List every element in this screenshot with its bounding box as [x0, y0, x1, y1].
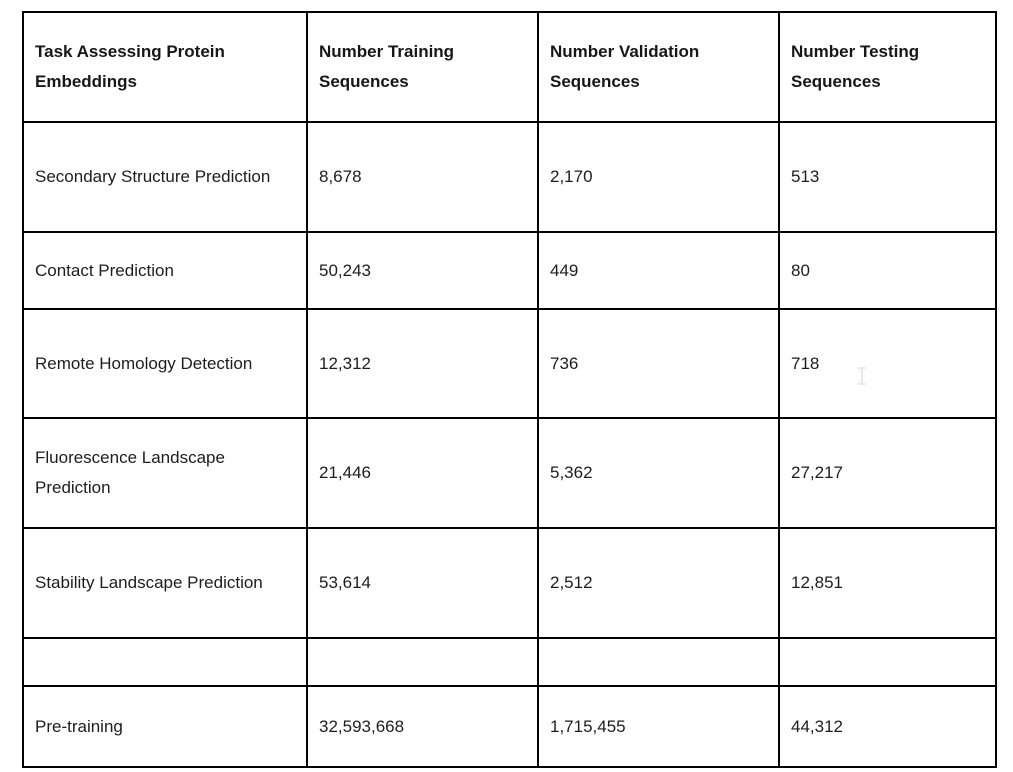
table-row: Fluorescence Landscape Prediction 21,446… — [22, 417, 997, 529]
header-cell-task[interactable]: Task Assessing Protein Embeddings — [22, 11, 308, 123]
training-cell[interactable] — [306, 637, 539, 687]
task-cell[interactable]: Contact Prediction — [22, 231, 308, 310]
validation-cell[interactable] — [537, 637, 780, 687]
header-cell-validation[interactable]: Number Validation Sequences — [537, 11, 780, 123]
table-row-empty — [22, 637, 997, 687]
testing-cell[interactable] — [778, 637, 997, 687]
task-cell[interactable]: Secondary Structure Prediction — [22, 121, 308, 233]
task-cell[interactable]: Fluorescence Landscape Prediction — [22, 417, 308, 529]
validation-cell[interactable]: 449 — [537, 231, 780, 310]
validation-cell[interactable]: 736 — [537, 308, 780, 419]
table-row: Secondary Structure Prediction 8,678 2,1… — [22, 121, 997, 233]
table-row: Remote Homology Detection 12,312 736 718 — [22, 308, 997, 419]
training-cell[interactable]: 8,678 — [306, 121, 539, 233]
testing-cell[interactable]: 80 — [778, 231, 997, 310]
testing-cell[interactable]: 12,851 — [778, 527, 997, 639]
training-cell[interactable]: 21,446 — [306, 417, 539, 529]
task-cell[interactable]: Stability Landscape Prediction — [22, 527, 308, 639]
protein-embeddings-table: Task Assessing Protein Embeddings Number… — [22, 11, 997, 768]
table-row: Contact Prediction 50,243 449 80 — [22, 231, 997, 310]
testing-cell[interactable]: 718 — [778, 308, 997, 419]
validation-cell[interactable]: 2,170 — [537, 121, 780, 233]
testing-cell[interactable]: 44,312 — [778, 685, 997, 768]
training-cell[interactable]: 53,614 — [306, 527, 539, 639]
table-header-row: Task Assessing Protein Embeddings Number… — [22, 11, 997, 123]
testing-cell[interactable]: 513 — [778, 121, 997, 233]
task-cell[interactable] — [22, 637, 308, 687]
testing-cell[interactable]: 27,217 — [778, 417, 997, 529]
header-cell-training[interactable]: Number Training Sequences — [306, 11, 539, 123]
training-cell[interactable]: 32,593,668 — [306, 685, 539, 768]
validation-cell[interactable]: 2,512 — [537, 527, 780, 639]
header-cell-testing[interactable]: Number Testing Sequences — [778, 11, 997, 123]
training-cell[interactable]: 50,243 — [306, 231, 539, 310]
task-cell[interactable]: Pre-training — [22, 685, 308, 768]
task-cell[interactable]: Remote Homology Detection — [22, 308, 308, 419]
table-row: Pre-training 32,593,668 1,715,455 44,312 — [22, 685, 997, 768]
validation-cell[interactable]: 5,362 — [537, 417, 780, 529]
table-row: Stability Landscape Prediction 53,614 2,… — [22, 527, 997, 639]
validation-cell[interactable]: 1,715,455 — [537, 685, 780, 768]
training-cell[interactable]: 12,312 — [306, 308, 539, 419]
text-cursor-icon — [857, 367, 866, 385]
